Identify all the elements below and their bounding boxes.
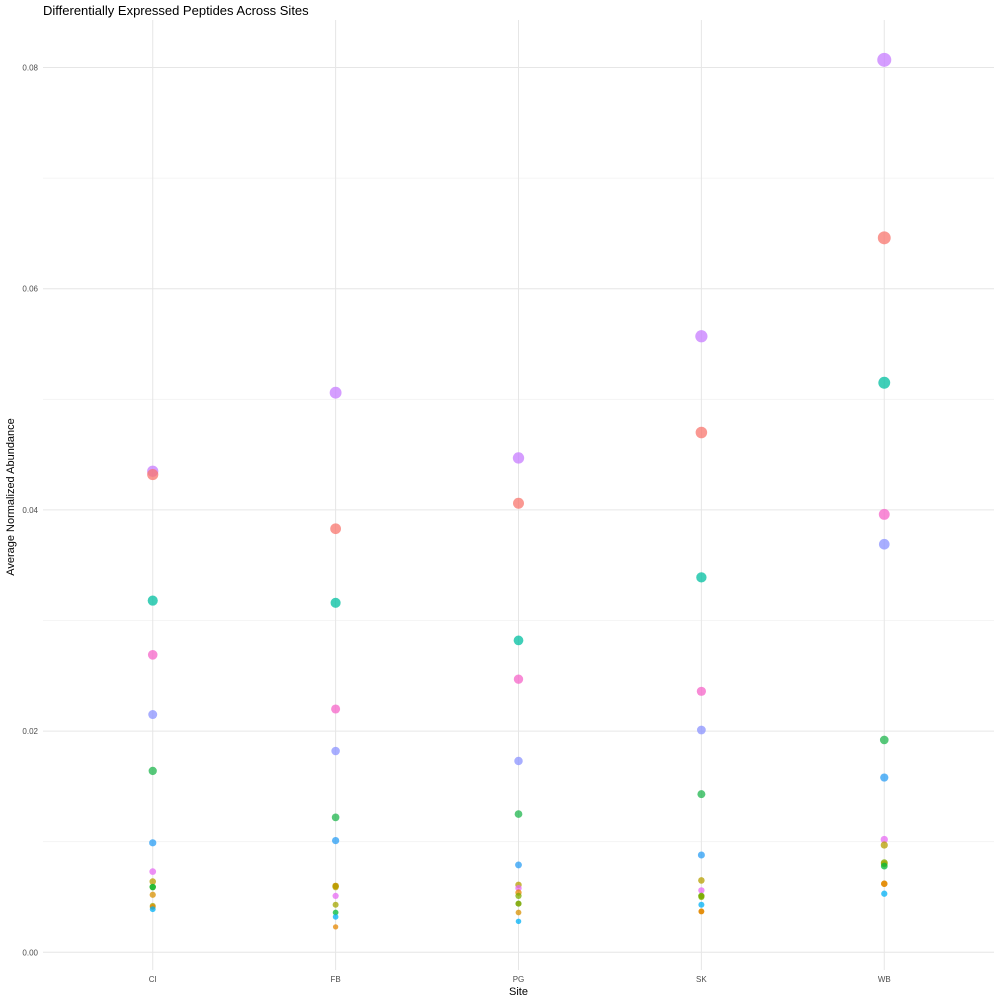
y-tick-label: 0.08 <box>22 64 38 73</box>
data-point: peptide-7 SK: 0.0088 <box>697 851 705 859</box>
x-tick-label: CI <box>149 975 157 984</box>
data-points: peptide-1 WB: 0.0807 peptide-2 WB: 0.0646… <box>147 52 892 930</box>
data-point: peptide-4 WB: 0.0396 <box>878 508 890 520</box>
data-point: peptide-15 WB: 0.0062 <box>881 880 888 887</box>
data-point: peptide-9 CI: 0.0064 <box>149 878 156 885</box>
chart-title: Differentially Expressed Peptides Across… <box>43 3 309 18</box>
data-point: peptide-7 FB: 0.0101 <box>331 836 340 845</box>
data-point: peptide-9 WB: 0.0097 <box>880 841 888 849</box>
data-point: peptide-10 SK: 0.005 <box>698 893 705 901</box>
data-point: peptide-8 CI: 0.0073 <box>149 868 157 875</box>
y-tick-label: 0.02 <box>22 727 38 736</box>
data-point: peptide-9 SK: 0.0065 <box>698 877 705 884</box>
data-point: peptide-6 PG: 0.0125 <box>514 810 523 818</box>
data-point: peptide-10 PG: 0.0051 <box>515 892 522 900</box>
data-point: peptide-5 CI: 0.0215 <box>148 710 158 720</box>
data-point: peptide-3 FB: 0.0316 <box>330 597 341 608</box>
data-point: peptide-6 SK: 0.0143 <box>697 790 706 799</box>
data-point: peptide-8 SK: 0.0056 <box>698 887 705 894</box>
y-axis-ticks: 0.00 0.02 0.04 0.06 0.08 <box>22 64 38 958</box>
data-point: peptide-2 FB: 0.0383 <box>330 523 341 535</box>
y-tick-label: 0.06 <box>22 285 38 294</box>
data-point: peptide-4 SK: 0.0236 <box>696 686 706 696</box>
data-point: peptide-15 SK: 0.0037 <box>698 908 705 915</box>
data-point: peptide-7 CI: 0.0099 <box>149 839 157 847</box>
data-point: peptide-5 FB: 0.0182 <box>331 746 340 756</box>
data-point: peptide-6 WB: 0.0192 <box>879 735 889 745</box>
data-point: peptide-11 CI: 0.0059 <box>149 883 156 891</box>
y-axis-title: Average Normalized Abundance <box>5 418 17 576</box>
data-point: peptide-12 PG: 0.0036 <box>515 909 522 916</box>
data-point: peptide-14 SK: 0.0043 <box>698 901 705 908</box>
data-point: peptide-4 PG: 0.0247 <box>513 674 524 684</box>
data-point: peptide-8 WB: 0.0102 <box>880 835 888 844</box>
data-point: peptide-9 FB: 0.0059 <box>332 883 339 891</box>
data-point: peptide-2 SK: 0.047 <box>695 426 708 439</box>
data-point: peptide-13 FB: 0.0043 <box>332 901 339 908</box>
data-point: peptide-4 CI: 0.0269 <box>147 650 158 660</box>
data-point: peptide-1 SK: 0.0557 <box>695 330 708 343</box>
data-point: peptide-15 FB: 0.0023 <box>332 924 339 930</box>
x-tick-label: FB <box>330 975 340 984</box>
data-point: peptide-3 WB: 0.0515 <box>878 376 891 389</box>
x-axis-ticks: CI FB PG SK WB <box>149 975 891 984</box>
data-point: peptide-5 WB: 0.0369 <box>878 538 890 550</box>
data-point: peptide-7 WB: 0.0158 <box>880 773 889 782</box>
y-tick-label: 0.00 <box>22 948 38 957</box>
data-point: peptide-4 FB: 0.022 <box>331 704 341 714</box>
data-point: peptide-3 CI: 0.0318 <box>147 595 158 606</box>
x-tick-label: WB <box>878 975 891 984</box>
data-point: peptide-13 PG: 0.0044 <box>515 900 522 907</box>
data-point: peptide-14 FB: 0.0032 <box>332 914 339 920</box>
data-point: peptide-12 CI: 0.0052 <box>149 891 156 898</box>
x-axis-title: Site <box>509 986 528 998</box>
data-point: peptide-14 PG: 0.0028 <box>515 918 522 925</box>
data-point: peptide-1 WB: 0.0807 <box>877 52 892 67</box>
data-point: peptide-5 PG: 0.0173 <box>514 756 523 766</box>
data-point: peptide-6 CI: 0.0164 <box>148 766 157 776</box>
data-point: peptide-6 FB: 0.0122 <box>331 813 340 822</box>
data-point: peptide-14 CI: 0.0039 <box>149 906 156 913</box>
data-point: peptide-3 PG: 0.0282 <box>513 635 524 646</box>
data-point: peptide-7 PG: 0.0079 <box>515 861 522 869</box>
data-point: peptide-8 FB: 0.0051 <box>332 892 339 900</box>
data-point: peptide-1 PG: 0.0447 <box>512 452 525 464</box>
data-point: peptide-14 WB: 0.0053 <box>881 890 888 897</box>
data-point: peptide-1 FB: 0.0506 <box>329 386 342 399</box>
data-point: peptide-3 SK: 0.0339 <box>696 572 707 583</box>
y-tick-label: 0.04 <box>22 506 38 515</box>
data-point: peptide-2 WB: 0.0646 <box>877 231 891 245</box>
data-point: peptide-11 WB: 0.0078 <box>880 862 888 870</box>
data-point: peptide-8 PG: 0.0058 <box>515 884 522 892</box>
x-tick-label: PG <box>513 975 525 984</box>
data-point: peptide-2 CI: 0.0432 <box>147 468 159 481</box>
data-point: peptide-2 PG: 0.0406 <box>513 497 524 509</box>
grid-lines <box>43 20 994 970</box>
data-point: peptide-11 FB: 0.0036 <box>332 909 339 916</box>
data-point: peptide-5 SK: 0.0201 <box>696 725 706 735</box>
x-tick-label: SK <box>696 975 707 984</box>
